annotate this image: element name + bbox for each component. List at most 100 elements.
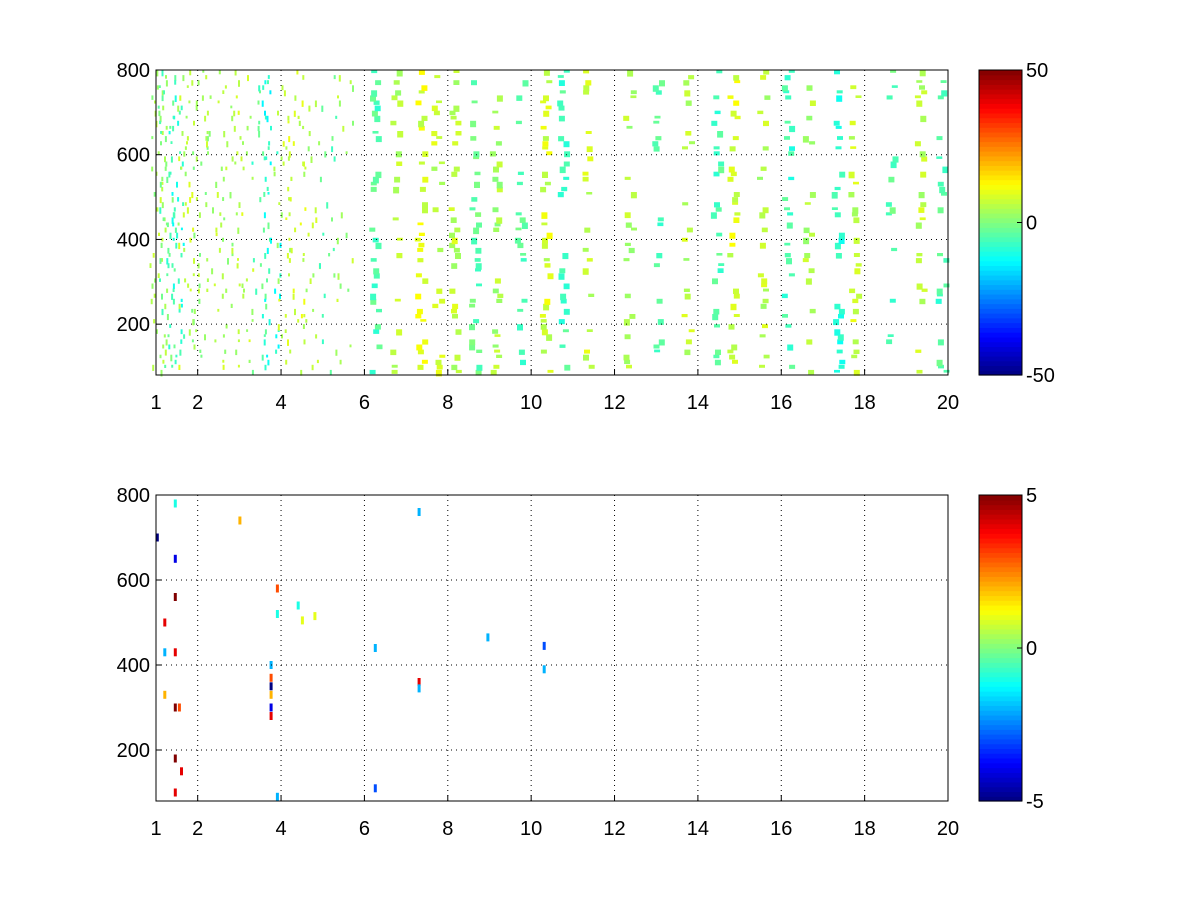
- heatmap-cell: [853, 253, 860, 257]
- heatmap-cell: [297, 319, 300, 323]
- heatmap-cell: [168, 344, 171, 350]
- heatmap-cell: [337, 273, 340, 280]
- heatmap-cell: [455, 329, 462, 335]
- heatmap-cell: [335, 349, 338, 356]
- heatmap-cell: [151, 95, 154, 100]
- heatmap-cell: [496, 95, 503, 102]
- heatmap-cell: [716, 232, 723, 237]
- heatmap-cell: [152, 253, 155, 258]
- heatmap-cell: [264, 293, 267, 300]
- heatmap-cell: [713, 308, 720, 315]
- heatmap-cell: [267, 80, 269, 85]
- heatmap-cell: [689, 141, 695, 145]
- colorbar-step: [979, 495, 1022, 501]
- heatmap-cell: [560, 293, 567, 301]
- heatmap-cell: [437, 247, 444, 253]
- heatmap-cell: [215, 181, 218, 188]
- colorbar-step: [979, 786, 1022, 793]
- heatmap-cell: [177, 197, 180, 202]
- heatmap-cell: [267, 359, 270, 366]
- heatmap-cell: [173, 593, 177, 601]
- heatmap-cell: [277, 344, 280, 349]
- heatmap-cell: [489, 151, 496, 157]
- heatmap-cells: [149, 70, 950, 377]
- heatmap-cell: [915, 258, 922, 264]
- heatmap-cell: [157, 105, 160, 109]
- heatmap-cell: [916, 253, 923, 257]
- heatmap-cell: [302, 75, 305, 80]
- heatmap-cell: [181, 131, 184, 136]
- colorbar-step: [979, 657, 1022, 663]
- heatmap-cell: [287, 156, 290, 161]
- heatmap-cell: [247, 75, 249, 82]
- heatmap-cell: [784, 120, 791, 124]
- heatmap-cell: [200, 161, 203, 166]
- heatmap-cell: [338, 100, 341, 107]
- heatmap-cell: [718, 166, 725, 174]
- heatmap-cell: [432, 207, 439, 213]
- heatmap-cell: [251, 369, 254, 376]
- heatmap-cell: [421, 85, 428, 91]
- colorbar-step: [979, 671, 1022, 678]
- heatmap-cell: [333, 156, 336, 162]
- heatmap-cell: [206, 288, 209, 292]
- heatmap-cell: [761, 227, 768, 233]
- heatmap-cell: [835, 146, 842, 150]
- heatmap-cell: [496, 181, 503, 189]
- heatmap-cell: [167, 334, 170, 338]
- heatmap-cell: [164, 364, 167, 368]
- heatmap-cell: [855, 95, 862, 98]
- heatmap-cell: [242, 141, 244, 145]
- heatmap-cell: [788, 70, 795, 73]
- heatmap-cell: [311, 222, 314, 229]
- heatmap-cell: [172, 288, 175, 292]
- heatmap-cell: [318, 141, 321, 146]
- colorbar-step: [979, 308, 1022, 314]
- heatmap-cell: [189, 288, 192, 292]
- heatmap-cell: [808, 268, 815, 274]
- colorbar-step: [979, 590, 1022, 597]
- colorbar-step: [979, 533, 1022, 539]
- heatmap-cell: [624, 242, 631, 246]
- heatmap-cell: [763, 120, 769, 127]
- heatmap-cell: [160, 369, 163, 377]
- heatmap-cell: [493, 364, 500, 369]
- y-tick-label: 800: [117, 60, 150, 82]
- heatmap-cell: [309, 278, 312, 284]
- heatmap-cell: [311, 364, 314, 371]
- heatmap-cell: [838, 314, 844, 319]
- heatmap-cell: [914, 141, 921, 147]
- heatmap-cell: [657, 319, 664, 325]
- heatmap-cell: [160, 141, 162, 146]
- heatmap-cell: [657, 222, 664, 227]
- heatmap-cell: [172, 125, 175, 132]
- heatmap-cell: [395, 90, 402, 96]
- x-tick-label: 8: [442, 818, 453, 840]
- heatmap-cell: [259, 197, 262, 203]
- heatmap-cell: [149, 263, 152, 268]
- heatmap-cell: [264, 110, 266, 116]
- heatmap-cell: [393, 186, 400, 194]
- heatmap-cell: [248, 359, 251, 363]
- heatmap-cell: [206, 278, 209, 282]
- heatmap-cell: [193, 120, 195, 126]
- heatmap-cell: [422, 176, 429, 183]
- heatmap-cell: [192, 319, 195, 325]
- heatmap-cell: [936, 136, 943, 141]
- heatmap-cell: [184, 278, 187, 283]
- heatmap-cell: [191, 339, 194, 343]
- heatmap-cell: [268, 268, 271, 274]
- heatmap-cell: [809, 141, 816, 145]
- heatmap-cell: [199, 253, 201, 257]
- heatmap-cell: [785, 95, 792, 100]
- heatmap-cell: [193, 232, 196, 239]
- colorbar-step: [979, 203, 1022, 209]
- colorbar-step: [979, 136, 1022, 143]
- heatmap-cell: [349, 344, 352, 348]
- heatmap-cell: [452, 141, 459, 146]
- heatmap-cell: [314, 100, 317, 108]
- heatmap-cell: [276, 242, 279, 249]
- colorbar-step: [979, 336, 1022, 343]
- heatmap-cell: [373, 329, 380, 334]
- heatmap-cell: [231, 242, 234, 247]
